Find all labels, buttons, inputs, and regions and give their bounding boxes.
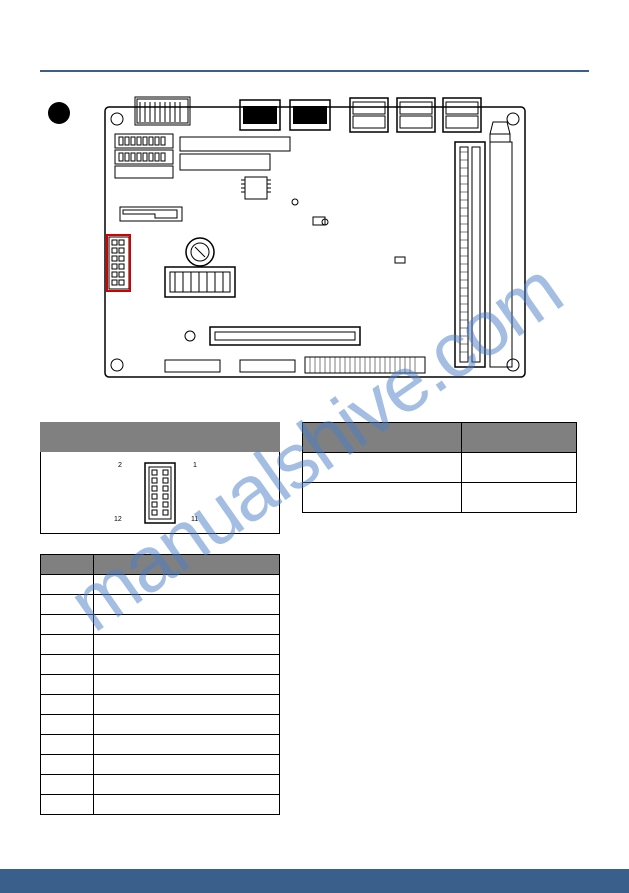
pin-cell [93, 795, 279, 815]
pin-cell [93, 775, 279, 795]
pin-cell [93, 575, 279, 595]
footer-bar [0, 869, 629, 893]
bullet-dot [48, 102, 70, 124]
header-divider [40, 70, 589, 72]
pin-header-svg [130, 458, 190, 528]
pin-cell [93, 595, 279, 615]
pin-cell [93, 615, 279, 635]
pin-label-12: 12 [114, 516, 122, 523]
spec-column [302, 422, 577, 534]
spec-cell [303, 453, 462, 483]
spec-cell [461, 483, 576, 513]
pin-cell [41, 595, 94, 615]
pin-cell [93, 735, 279, 755]
connector-column: 2 1 12 11 [40, 422, 280, 534]
mid-section: 2 1 12 11 [40, 422, 589, 534]
pin-cell [41, 635, 94, 655]
pin-cell [93, 695, 279, 715]
pin-cell [93, 655, 279, 675]
board-diagram [95, 92, 535, 387]
pins-table [40, 554, 280, 815]
pin-label-11: 11 [191, 516, 198, 523]
spec-cell [303, 483, 462, 513]
spec-table [302, 422, 577, 513]
pin-cell [41, 755, 94, 775]
connector-diagram: 2 1 12 11 [40, 452, 280, 534]
pin-cell [41, 695, 94, 715]
highlight-box [106, 234, 131, 292]
pin-cell [41, 615, 94, 635]
pins-header-2 [93, 555, 279, 575]
pin-label-2: 2 [118, 462, 122, 469]
pin-cell [93, 715, 279, 735]
pin-cell [41, 795, 94, 815]
spec-header-1 [303, 423, 462, 453]
spec-cell [461, 453, 576, 483]
connector-header [40, 422, 280, 452]
motherboard-svg [95, 92, 535, 387]
pins-header-1 [41, 555, 94, 575]
pin-cell [41, 655, 94, 675]
pin-cell [41, 575, 94, 595]
spec-header-2 [461, 423, 576, 453]
pin-cell [41, 735, 94, 755]
pin-cell [93, 675, 279, 695]
pin-cell [41, 775, 94, 795]
pin-cell [93, 755, 279, 775]
pin-cell [41, 715, 94, 735]
pin-label-1: 1 [193, 462, 197, 469]
pin-cell [41, 675, 94, 695]
pin-cell [93, 635, 279, 655]
